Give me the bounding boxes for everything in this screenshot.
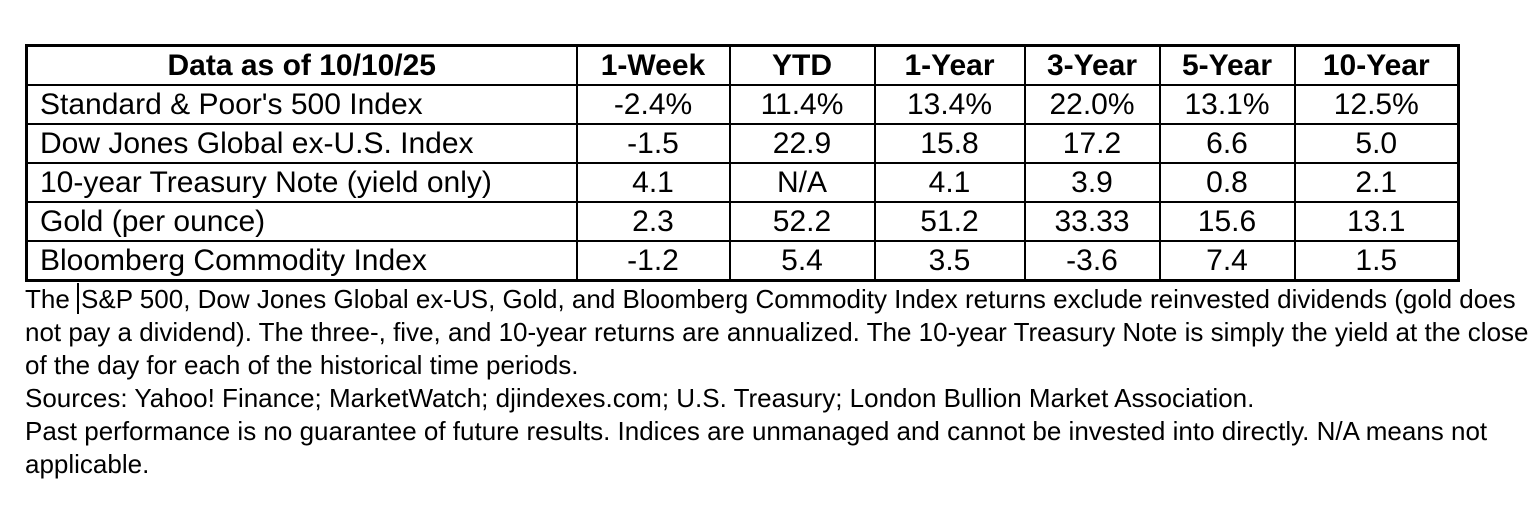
value-cell[interactable]: 3.9 bbox=[1023, 162, 1161, 203]
col-header-ytd[interactable]: YTD bbox=[728, 44, 876, 86]
row-label-cell[interactable]: Gold (per ounce) bbox=[25, 201, 578, 242]
value-cell[interactable]: 22.9 bbox=[728, 123, 876, 164]
table-row-sp500: Standard & Poor's 500 Index -2.4% 11.4% … bbox=[25, 84, 1460, 125]
table-row-bloomberg-commodity: Bloomberg Commodity Index -1.2 5.4 3.5 -… bbox=[25, 240, 1460, 282]
value-cell[interactable]: -1.2 bbox=[575, 240, 731, 282]
value-cell[interactable]: 2.1 bbox=[1293, 162, 1460, 203]
value-cell[interactable]: 22.0% bbox=[1023, 84, 1161, 125]
table-row-gold: Gold (per ounce) 2.3 52.2 51.2 33.33 15.… bbox=[25, 201, 1460, 242]
footnote-sources[interactable]: Sources: Yahoo! Finance; MarketWatch; dj… bbox=[25, 383, 1255, 413]
value-cell[interactable]: 11.4% bbox=[728, 84, 876, 125]
footnotes: The S&P 500, Dow Jones Global ex-US, Gol… bbox=[25, 283, 1530, 481]
value-cell[interactable]: 2.3 bbox=[575, 201, 731, 242]
row-label-cell[interactable]: Dow Jones Global ex-U.S. Index bbox=[25, 123, 578, 164]
value-cell[interactable]: 4.1 bbox=[873, 162, 1026, 203]
table-row-treasury: 10-year Treasury Note (yield only) 4.1 N… bbox=[25, 162, 1460, 203]
value-cell[interactable]: 3.5 bbox=[873, 240, 1026, 282]
row-label-cell[interactable]: 10-year Treasury Note (yield only) bbox=[25, 162, 578, 203]
value-cell[interactable]: 17.2 bbox=[1023, 123, 1161, 164]
value-cell[interactable]: 7.4 bbox=[1158, 240, 1296, 282]
value-cell[interactable]: 13.4% bbox=[873, 84, 1026, 125]
value-cell[interactable]: 6.6 bbox=[1158, 123, 1296, 164]
footnote-text-before-cursor: The bbox=[25, 284, 78, 314]
col-header-5-year[interactable]: 5-Year bbox=[1158, 44, 1296, 86]
value-cell[interactable]: 15.6 bbox=[1158, 201, 1296, 242]
row-label-cell[interactable]: Bloomberg Commodity Index bbox=[25, 240, 578, 282]
value-cell[interactable]: 12.5% bbox=[1293, 84, 1460, 125]
table-header-row: Data as of 10/10/25 1-Week YTD 1-Year 3-… bbox=[25, 44, 1460, 86]
table-row-dow-global: Dow Jones Global ex-U.S. Index -1.5 22.9… bbox=[25, 123, 1460, 164]
value-cell[interactable]: -3.6 bbox=[1023, 240, 1161, 282]
footnote-text-after-cursor: S&P 500, Dow Jones Global ex-US, Gold, a… bbox=[25, 284, 1529, 380]
returns-table: Data as of 10/10/25 1-Week YTD 1-Year 3-… bbox=[25, 44, 1460, 282]
col-header-1-year[interactable]: 1-Year bbox=[873, 44, 1026, 86]
footnote-disclaimer[interactable]: Past performance is no guarantee of futu… bbox=[25, 416, 1488, 479]
col-header-10-year[interactable]: 10-Year bbox=[1293, 44, 1460, 86]
value-cell[interactable]: -2.4% bbox=[575, 84, 731, 125]
value-cell[interactable]: 15.8 bbox=[873, 123, 1026, 164]
value-cell[interactable]: N/A bbox=[728, 162, 876, 203]
footnote-methodology[interactable]: The S&P 500, Dow Jones Global ex-US, Gol… bbox=[25, 283, 1530, 382]
row-label-cell[interactable]: Standard & Poor's 500 Index bbox=[25, 84, 578, 125]
value-cell[interactable]: 0.8 bbox=[1158, 162, 1296, 203]
text-cursor bbox=[77, 283, 80, 314]
value-cell[interactable]: 33.33 bbox=[1023, 201, 1161, 242]
col-header-3-year[interactable]: 3-Year bbox=[1023, 44, 1161, 86]
value-cell[interactable]: 1.5 bbox=[1293, 240, 1460, 282]
value-cell[interactable]: 5.0 bbox=[1293, 123, 1460, 164]
value-cell[interactable]: 4.1 bbox=[575, 162, 731, 203]
col-header-1-week[interactable]: 1-Week bbox=[575, 44, 731, 86]
value-cell[interactable]: 13.1 bbox=[1293, 201, 1460, 242]
value-cell[interactable]: -1.5 bbox=[575, 123, 731, 164]
value-cell[interactable]: 5.4 bbox=[728, 240, 876, 282]
table-title-cell[interactable]: Data as of 10/10/25 bbox=[25, 44, 578, 86]
value-cell[interactable]: 13.1% bbox=[1158, 84, 1296, 125]
value-cell[interactable]: 51.2 bbox=[873, 201, 1026, 242]
value-cell[interactable]: 52.2 bbox=[728, 201, 876, 242]
